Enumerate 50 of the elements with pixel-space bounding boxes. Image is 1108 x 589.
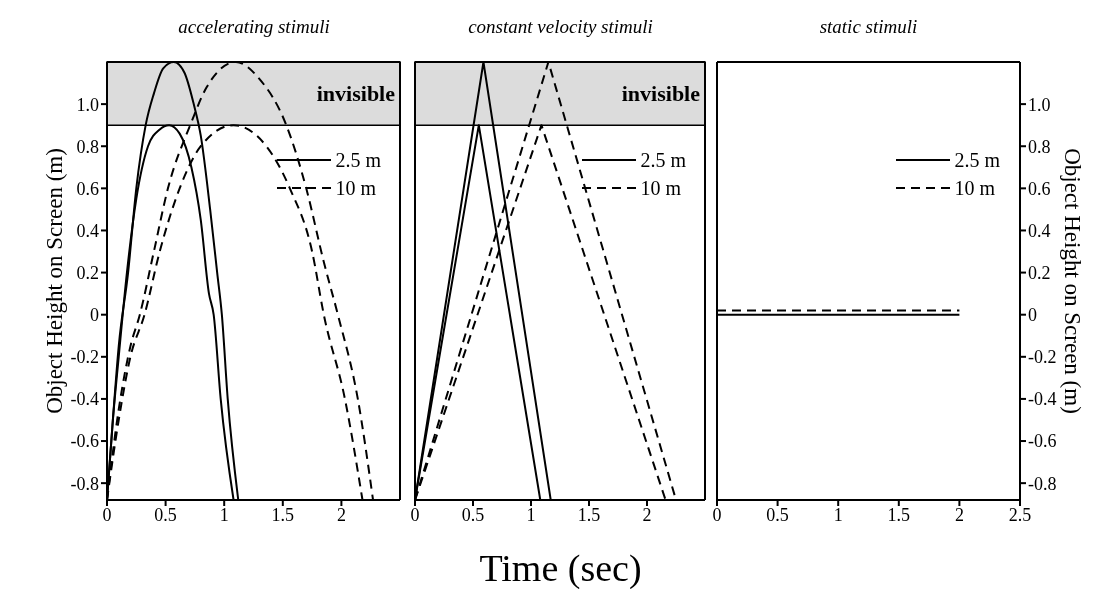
y-tick-label: -0.8 bbox=[70, 473, 99, 494]
y-tick-label: -0.4 bbox=[70, 389, 99, 410]
y-tick-label: -0.6 bbox=[70, 431, 99, 452]
y-tick-label: 0 bbox=[90, 305, 99, 326]
x-tick-label: 0 bbox=[712, 504, 722, 525]
legend-label: 2.5 m bbox=[640, 148, 686, 172]
y2-tick-label: -0.2 bbox=[1028, 347, 1057, 368]
y-axis-title: Object Height on Screen (m) bbox=[42, 148, 68, 414]
legend-label: 2.5 m bbox=[335, 148, 381, 172]
y2-axis-title: Object Height on Screen (m) bbox=[1059, 148, 1085, 414]
y2-tick-label: -0.6 bbox=[1028, 431, 1057, 452]
y2-tick-label: 1.0 bbox=[1028, 94, 1051, 115]
x-tick-label: 0.5 bbox=[154, 504, 177, 525]
x-tick-label: 0 bbox=[410, 504, 420, 525]
y2-tick-label: 0.8 bbox=[1028, 136, 1051, 157]
y2-tick-label: 0.4 bbox=[1028, 220, 1051, 241]
x-tick-label: 1 bbox=[219, 504, 229, 525]
y2-tick-label: 0.6 bbox=[1028, 178, 1051, 199]
y-tick-label: 0.4 bbox=[76, 220, 99, 241]
x-tick-label: 1 bbox=[526, 504, 536, 525]
x-tick-label: 2 bbox=[954, 504, 964, 525]
legend-label: 10 m bbox=[335, 176, 376, 200]
x-tick-label: 1.5 bbox=[577, 504, 601, 525]
band-label: invisible bbox=[621, 81, 701, 107]
y2-tick-label: 0 bbox=[1028, 305, 1037, 326]
y-tick-label: 0.8 bbox=[76, 136, 99, 157]
x-tick-label: 0.5 bbox=[461, 504, 485, 525]
y-tick-label: 0.2 bbox=[76, 262, 99, 283]
y2-tick-label: 0.2 bbox=[1028, 262, 1051, 283]
y-tick-label: 1.0 bbox=[76, 94, 99, 115]
y2-tick-label: -0.8 bbox=[1028, 473, 1057, 494]
x-tick-label: 1.5 bbox=[271, 504, 295, 525]
legend-label: 10 m bbox=[640, 176, 681, 200]
x-axis-title: Time (sec) bbox=[478, 546, 643, 589]
legend-label: 10 m bbox=[954, 176, 995, 200]
legend-label: 2.5 m bbox=[954, 148, 1000, 172]
x-tick-label: 2 bbox=[336, 504, 346, 525]
chart-title: accelerating stimuli bbox=[177, 16, 331, 38]
chart-title: constant velocity stimuli bbox=[467, 16, 654, 38]
chart-title: static stimuli bbox=[818, 16, 919, 38]
y-tick-label: -0.2 bbox=[70, 347, 99, 368]
x-tick-label: 2.5 bbox=[1008, 504, 1032, 525]
y2-tick-label: -0.4 bbox=[1028, 389, 1057, 410]
x-tick-label: 0 bbox=[102, 504, 112, 525]
x-tick-label: 0.5 bbox=[766, 504, 789, 525]
x-tick-label: 2 bbox=[642, 504, 652, 525]
x-tick-label: 1.5 bbox=[887, 504, 911, 525]
y-tick-label: 0.6 bbox=[76, 178, 99, 199]
x-tick-label: 1 bbox=[833, 504, 843, 525]
band-label: invisible bbox=[316, 81, 396, 107]
